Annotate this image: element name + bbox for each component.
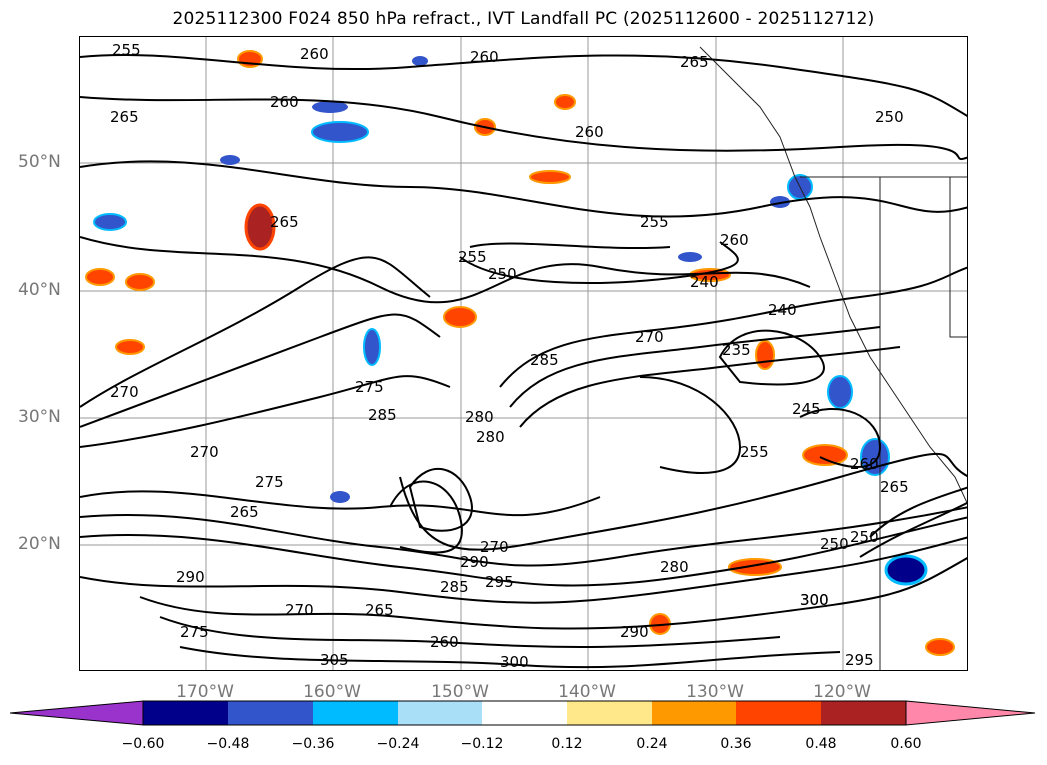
contour-label: 260 bbox=[850, 455, 879, 473]
contour-label: 260 bbox=[270, 93, 299, 111]
contour-label: 255 bbox=[740, 443, 769, 461]
colorbar bbox=[10, 700, 1036, 726]
colorbar-bin bbox=[482, 701, 567, 725]
colorbar-bin bbox=[567, 701, 652, 725]
contour-label: 235 bbox=[722, 341, 751, 359]
contour-label: 275 bbox=[180, 623, 209, 641]
colorbar-tick: 0.48 bbox=[805, 736, 837, 752]
colorbar-tick: −0.36 bbox=[291, 736, 335, 752]
lon-label-130w: 130°W bbox=[686, 682, 744, 702]
coastline bbox=[699, 46, 967, 670]
contour-label: 295 bbox=[845, 651, 874, 669]
lon-label-140w: 140°W bbox=[558, 682, 616, 702]
map-title: 2025112300 F024 850 hPa refract., IVT La… bbox=[172, 9, 875, 29]
colorbar-tick: −0.12 bbox=[460, 736, 504, 752]
contour-label: 285 bbox=[368, 406, 397, 424]
map-panel: 255 260 265 260 265 260 255 250 245 240 … bbox=[79, 36, 968, 671]
colorbar-max-extend bbox=[905, 700, 1036, 726]
contour-label: 265 bbox=[880, 478, 909, 496]
colorbar-bin bbox=[228, 701, 313, 725]
contour-label: 265 bbox=[365, 601, 394, 619]
contour-label: 270 bbox=[635, 328, 664, 346]
contour-label: 250 bbox=[850, 528, 879, 546]
colorbar-bin bbox=[821, 701, 906, 725]
contour-label: 265 bbox=[230, 503, 259, 521]
contour-label: 260 bbox=[470, 48, 499, 66]
contour-label: 245 bbox=[792, 400, 821, 418]
contour-label: 255 bbox=[112, 41, 141, 59]
contour-label: 265 bbox=[680, 53, 709, 71]
contour-label: 270 bbox=[285, 601, 314, 619]
colorbar-bin bbox=[652, 701, 736, 725]
contour-label: 240 bbox=[690, 273, 719, 291]
colorbar-bin bbox=[143, 701, 228, 725]
contour-label: 250 bbox=[488, 265, 517, 283]
colorbar-min-extend bbox=[10, 700, 144, 726]
contour-label-group: 255 260 265 260 265 260 255 250 245 240 … bbox=[110, 41, 909, 671]
contour-label: 255 bbox=[640, 213, 669, 231]
contour-label: 280 bbox=[660, 558, 689, 576]
contour-label: 305 bbox=[320, 651, 349, 669]
contour-label: 295 bbox=[485, 573, 514, 591]
lat-label-20n: 20°N bbox=[18, 534, 61, 554]
colorbar-tick: 0.24 bbox=[636, 736, 668, 752]
contour-label: 275 bbox=[255, 473, 284, 491]
contour-label: 270 bbox=[110, 383, 139, 401]
contour-label: 290 bbox=[620, 623, 649, 641]
colorbar-tick: 0.36 bbox=[720, 736, 752, 752]
colorbar-tick: −0.60 bbox=[121, 736, 165, 752]
contour-label: 280 bbox=[476, 428, 505, 446]
contour-label: 260 bbox=[720, 231, 749, 249]
colorbar-tick: 0.60 bbox=[890, 736, 922, 752]
lon-label-160w: 160°W bbox=[303, 682, 361, 702]
contour-label: 275 bbox=[355, 378, 384, 396]
contour-label: 260 bbox=[575, 123, 604, 141]
lat-label-30n: 30°N bbox=[18, 407, 61, 427]
contour-label: 285 bbox=[440, 578, 469, 596]
colorbar-bin bbox=[736, 701, 821, 725]
contour-label: 240 bbox=[768, 301, 797, 319]
contour-label: 260 bbox=[300, 45, 329, 63]
lat-label-50n: 50°N bbox=[18, 152, 61, 172]
contour-label: 280 bbox=[465, 408, 494, 426]
colorbar-tick: −0.24 bbox=[376, 736, 420, 752]
contour-label: 290 bbox=[176, 568, 205, 586]
colorbar-bin bbox=[313, 701, 398, 725]
contour-label: 285 bbox=[530, 351, 559, 369]
contour-label: 270 bbox=[190, 443, 219, 461]
refractivity-contours bbox=[80, 53, 967, 669]
contour-label: 250 bbox=[820, 535, 849, 553]
contour-label: 300 bbox=[800, 591, 829, 609]
colorbar-bin bbox=[398, 701, 482, 725]
contour-label: 255 bbox=[458, 248, 487, 266]
lon-label-170w: 170°W bbox=[176, 682, 234, 702]
contour-label: 260 bbox=[430, 633, 459, 651]
lon-label-120w: 120°W bbox=[813, 682, 871, 702]
contour-label: 265 bbox=[110, 108, 139, 126]
lat-label-40n: 40°N bbox=[18, 280, 61, 300]
map-canvas: 255 260 265 260 265 260 255 250 245 240 … bbox=[80, 37, 967, 671]
contour-label: 290 bbox=[460, 553, 489, 571]
contour-label: 300 bbox=[500, 653, 529, 671]
contour-label: 300 bbox=[800, 591, 829, 609]
contour-label: 265 bbox=[270, 213, 299, 231]
lon-label-150w: 150°W bbox=[431, 682, 489, 702]
colorbar-tick: −0.48 bbox=[206, 736, 250, 752]
contour-label: 250 bbox=[875, 108, 904, 126]
contour-label: 270 bbox=[480, 538, 509, 556]
colorbar-tick: 0.12 bbox=[551, 736, 583, 752]
